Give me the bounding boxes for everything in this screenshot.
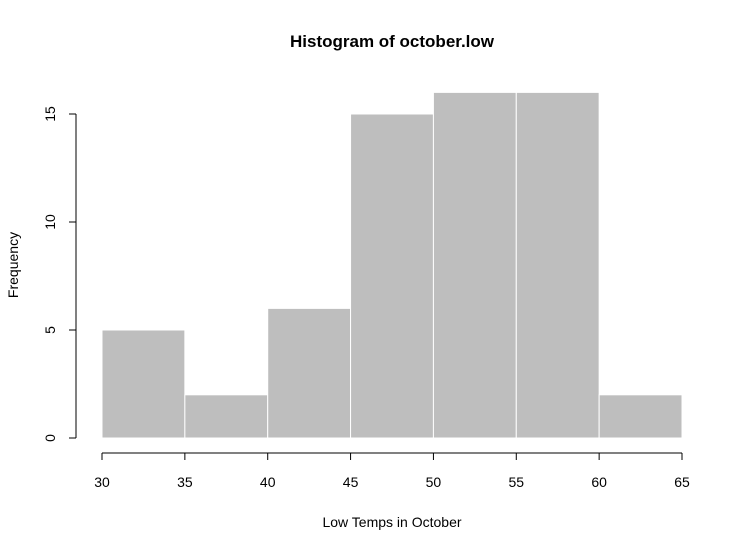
x-tick-label-7: 65 <box>674 474 690 490</box>
x-tick-label-5: 55 <box>508 474 524 490</box>
histogram-bar-3 <box>350 113 434 439</box>
y-tick-label-0: 0 <box>42 434 58 442</box>
histogram-bar-6 <box>598 394 683 439</box>
chart-title: Histogram of october.low <box>290 32 495 51</box>
x-tick-label-4: 50 <box>426 474 442 490</box>
y-tick-label-2: 10 <box>42 214 58 230</box>
x-tick-label-1: 35 <box>177 474 193 490</box>
y-axis-label: Frequency <box>5 232 21 298</box>
bars-group <box>101 91 683 439</box>
histogram-bar-1 <box>184 394 269 439</box>
x-tick-label-0: 30 <box>94 474 110 490</box>
histogram-bar-2 <box>267 307 352 439</box>
histogram-bar-0 <box>101 329 186 439</box>
x-tick-label-3: 45 <box>343 474 359 490</box>
x-axis: 30 35 40 45 50 55 60 65 <box>94 452 690 490</box>
x-tick-label-2: 40 <box>260 474 276 490</box>
y-axis: 0 5 10 15 <box>42 106 77 442</box>
y-tick-label-3: 15 <box>42 106 58 122</box>
y-tick-label-1: 5 <box>42 326 58 334</box>
x-axis-label: Low Temps in October <box>322 514 461 530</box>
histogram-bar-4 <box>432 91 517 439</box>
histogram-bar-5 <box>515 91 600 439</box>
x-tick-label-6: 60 <box>591 474 607 490</box>
